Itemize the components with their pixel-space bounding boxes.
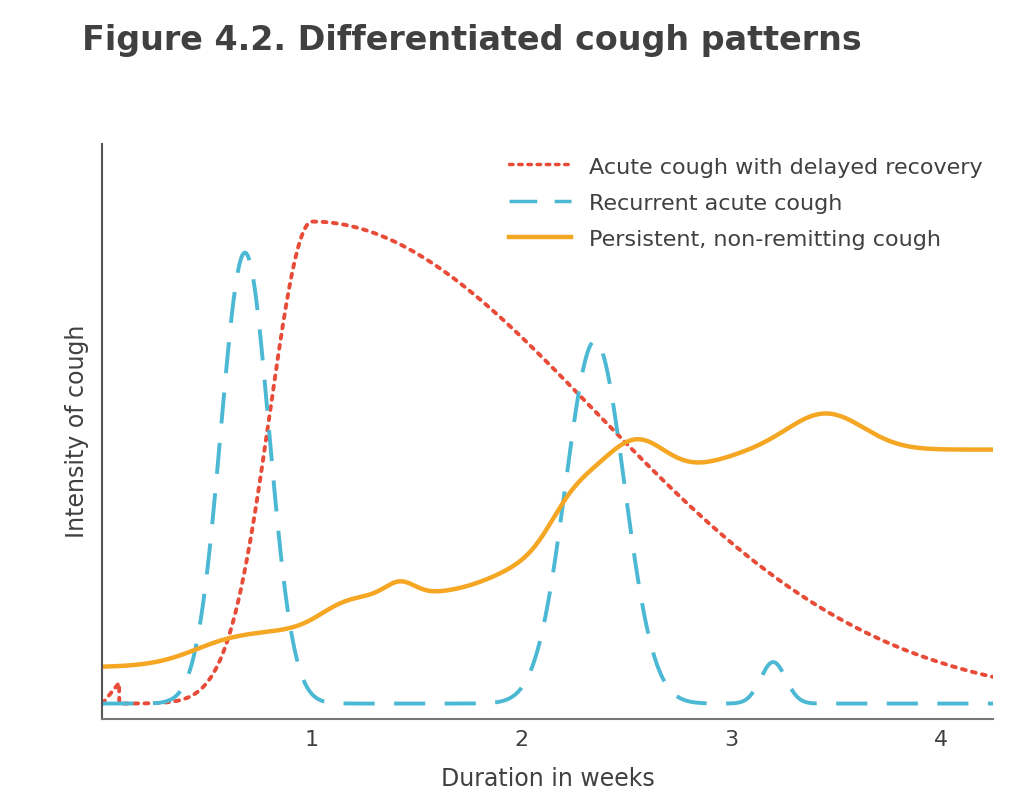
Legend: Acute cough with delayed recovery, Recurrent acute cough, Persistent, non-remitt: Acute cough with delayed recovery, Recur… — [509, 155, 982, 250]
Text: Figure 4.2. Differentiated cough patterns: Figure 4.2. Differentiated cough pattern… — [82, 24, 861, 57]
Y-axis label: Intensity of cough: Intensity of cough — [65, 324, 88, 539]
X-axis label: Duration in weeks: Duration in weeks — [441, 767, 654, 791]
